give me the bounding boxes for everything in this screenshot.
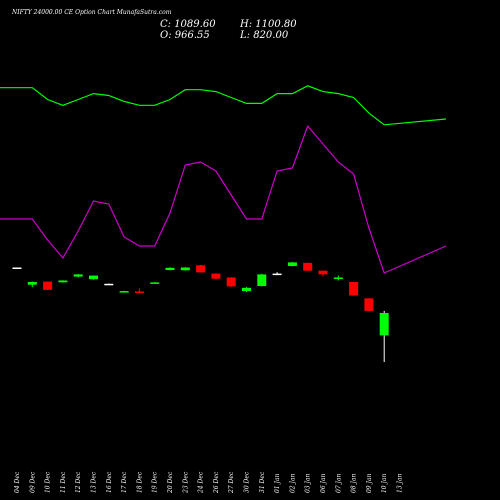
- x-tick-label: 08 Jan: [351, 473, 358, 493]
- candle-body: [180, 267, 190, 271]
- candle-body: [272, 273, 282, 276]
- candle-body: [379, 313, 389, 336]
- candle-body: [303, 262, 313, 271]
- close-label: C: 1089.60: [160, 19, 216, 30]
- x-tick-label: 16 Dec: [106, 471, 113, 493]
- x-tick-label: 27 Dec: [228, 471, 235, 494]
- x-tick-label: 09 Dec: [29, 471, 36, 493]
- x-tick-label: 20 Dec: [167, 471, 174, 494]
- x-tick-label: 23 Dec: [182, 471, 189, 494]
- x-tick-label: 12 Dec: [75, 471, 82, 493]
- candle-body: [211, 273, 221, 279]
- x-axis-labels: 04 Dec 09 Dec 10 Dec 11 Dec 12 Dec 13 Dec 16 D…: [14, 471, 404, 494]
- candle-body: [257, 274, 267, 286]
- candle-body: [287, 262, 297, 266]
- chart-title: NIFTY 24000.00 CE Option Chart MunafaSut…: [11, 9, 172, 16]
- x-tick-label: 24 Dec: [198, 471, 205, 494]
- candle-body: [150, 282, 160, 284]
- x-tick-label: 26 Dec: [213, 471, 220, 494]
- x-tick-label: 02 Jan: [289, 473, 296, 493]
- open-label: O: 966.55: [160, 30, 210, 41]
- low-label: L: 820.00: [239, 30, 289, 41]
- candle-body: [58, 280, 68, 283]
- indicator-lines: [0, 85, 447, 274]
- candles: [12, 262, 389, 362]
- candle-body: [333, 277, 343, 279]
- x-tick-label: 07 Jan: [335, 473, 342, 493]
- candle-body: [349, 282, 359, 296]
- candle-body: [27, 282, 37, 285]
- x-tick-label: 03 Jan: [305, 473, 312, 493]
- x-tick-label: 13 Dec: [91, 471, 98, 493]
- candle-body: [165, 267, 175, 270]
- candle-body: [119, 291, 129, 293]
- x-tick-label: 17 Dec: [121, 471, 128, 493]
- purple-indicator-line: [0, 124, 447, 274]
- candle-body: [318, 270, 328, 275]
- candle-body: [242, 287, 251, 292]
- x-tick-label: 31 Dec: [259, 471, 266, 493]
- candle-body: [73, 274, 83, 277]
- x-tick-label: 18 Dec: [136, 471, 143, 493]
- x-tick-label: 09 Jan: [366, 473, 373, 493]
- x-tick-label: 10 Dec: [45, 471, 52, 493]
- x-tick-label: 04 Dec: [14, 471, 21, 493]
- candle-body: [104, 283, 114, 286]
- candle-body: [89, 275, 98, 280]
- green-indicator-line: [0, 85, 447, 126]
- candle-body: [196, 265, 206, 273]
- x-tick-label: 10 Jan: [381, 473, 388, 493]
- candle-body: [12, 267, 22, 269]
- x-tick-label: 13 Jan: [397, 473, 404, 493]
- candle-body: [364, 298, 374, 311]
- x-tick-label: 11 Dec: [60, 471, 67, 493]
- x-tick-label: 19 Dec: [152, 471, 159, 493]
- candle-body: [134, 291, 144, 293]
- x-tick-label: 06 Jan: [320, 473, 327, 493]
- candle-body: [226, 277, 236, 287]
- candle-body: [43, 281, 53, 290]
- x-tick-label: 01 Jan: [274, 473, 281, 493]
- x-tick-label: 30 Dec: [244, 471, 251, 493]
- high-label: H: 1100.80: [239, 19, 297, 30]
